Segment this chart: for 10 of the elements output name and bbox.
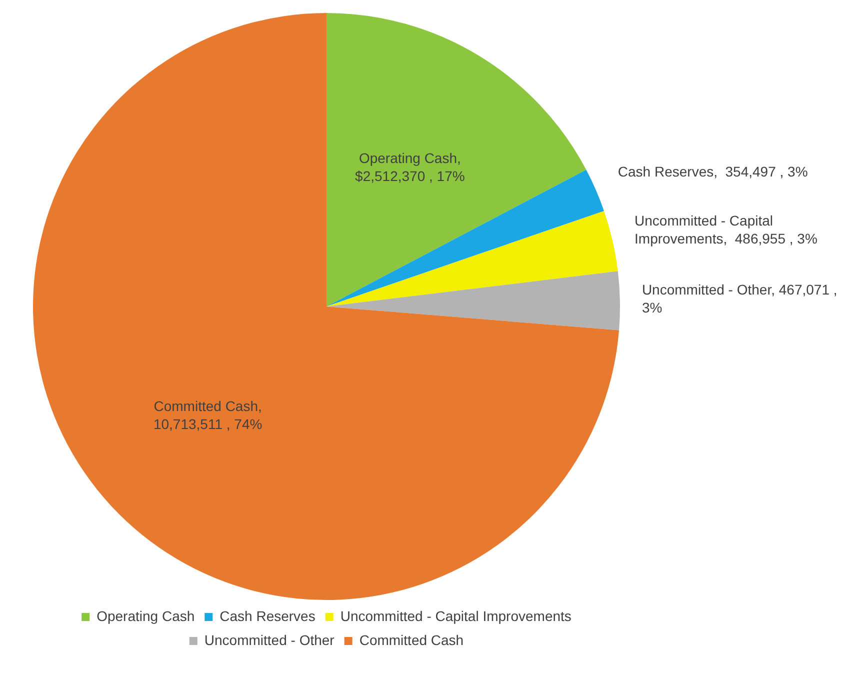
legend-label: Operating Cash (96, 608, 195, 624)
data-label: Uncommitted - Other, 467,071 , 3% (642, 282, 838, 316)
legend-label: Uncommitted - Capital Improvements (340, 608, 572, 624)
legend-label: Committed Cash (359, 632, 464, 648)
legend-label: Uncommitted - Other (204, 632, 335, 648)
data-label: Committed Cash, 10,713,511 , 74% (153, 398, 262, 432)
data-label: Cash Reserves, 354,497 , 3% (618, 163, 808, 180)
data-label: Uncommitted - Capital Improvements, 486,955 , 3% (634, 212, 818, 247)
legend-label: Cash Reserves (220, 608, 316, 624)
data-label: Operating Cash, $2,512,370 , 17% (355, 150, 465, 184)
